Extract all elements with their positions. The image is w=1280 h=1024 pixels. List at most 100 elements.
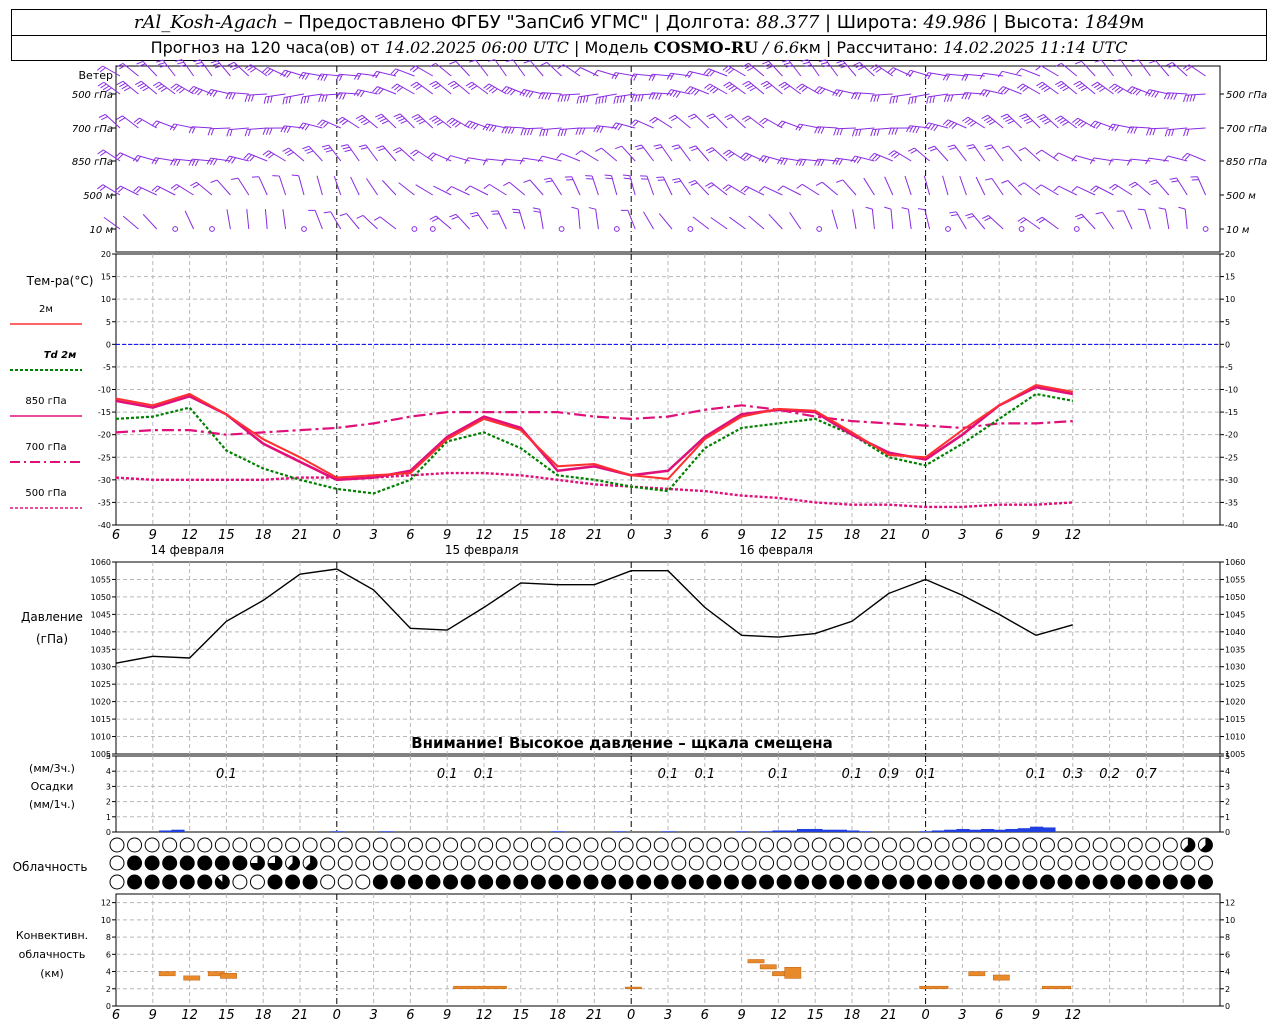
wind-barb-feather [469, 211, 477, 215]
wind-barb-feather [798, 85, 805, 91]
wind-barb [615, 72, 636, 77]
wind-barb [601, 147, 618, 162]
wind-barb-feather [178, 64, 186, 68]
temp-tick-label-right: 20 [1225, 250, 1235, 259]
wind-barb-feather [136, 60, 144, 65]
wind-barb-feather [1003, 88, 1010, 95]
wind-barb [237, 177, 250, 196]
wind-barb-feather [136, 187, 142, 194]
wind-barb-feather [341, 120, 349, 126]
wind-barb-feather [1035, 184, 1042, 190]
wind-barb-feather [96, 65, 103, 71]
cloud-symbol [1004, 837, 1020, 853]
wind-barb [523, 157, 544, 162]
wind-barb-feather [705, 182, 712, 187]
wind-barb-feather [119, 64, 126, 70]
wind-barb-feather [336, 116, 343, 122]
wind-barb-feather [1044, 120, 1051, 125]
wind-barb-feather [933, 125, 939, 132]
wind-barb-feather [1108, 158, 1113, 166]
wind-barb-feather [835, 158, 840, 165]
cloud-symbol-sector [305, 856, 318, 871]
cloud-symbol [1092, 837, 1108, 853]
wind-barb-feather [766, 65, 774, 70]
cloud-symbol [407, 855, 423, 871]
wind-barb-feather [224, 155, 230, 163]
cloud-symbol [899, 837, 915, 853]
precip-bar [956, 828, 970, 832]
wind-barb-feather [446, 117, 453, 123]
precip-3h-sum: 0.1 [474, 767, 495, 782]
wind-barb-feather [429, 62, 436, 68]
wind-barb [990, 144, 1004, 162]
wind-barb-feather [891, 151, 898, 157]
wind-barb-feather [1073, 80, 1081, 86]
wind-barb-feather [763, 82, 770, 88]
wind-barb-feather [519, 89, 525, 96]
wind-barb-feather [1075, 82, 1083, 88]
wind-barb-feather [979, 73, 984, 80]
wind-barb-feather [588, 207, 596, 210]
cloud-symbol [144, 874, 160, 890]
wind-barb [357, 72, 378, 77]
wind-barb [233, 61, 250, 77]
wind-barb [157, 185, 176, 196]
precip-bar [993, 829, 1007, 832]
wind-barb-feather [1074, 119, 1081, 125]
wind-barb [875, 64, 894, 77]
wind-barb-feather [229, 129, 233, 137]
precip-bar [931, 830, 946, 832]
wind-barb-feather [353, 73, 359, 80]
wind-barb [362, 215, 378, 230]
wind-barb-feather [513, 211, 521, 214]
wind-barb [1093, 157, 1114, 162]
cloud-symbol [443, 837, 459, 853]
wind-barb-feather [288, 96, 292, 104]
cloud-symbol [864, 837, 880, 853]
wind-barb-feather [528, 91, 534, 98]
cloud-symbol [864, 874, 880, 890]
wind-barb [967, 116, 986, 129]
wind-level-label-right: 500 гПа [1226, 90, 1267, 101]
wind-barb [471, 81, 489, 95]
wind-barb-feather [429, 115, 436, 120]
temp-tick-label-left: 20 [101, 250, 111, 259]
wind-barb-feather [725, 151, 732, 157]
wind-barb-feather [152, 81, 160, 87]
wind-barb [377, 86, 397, 95]
wind-barb-feather [519, 157, 524, 165]
wind-barb [529, 60, 544, 77]
precip-bar [846, 830, 860, 832]
wind-barb-feather [280, 125, 285, 133]
conv-hour-label: 6 [406, 1008, 414, 1023]
wind-barb-feather [636, 147, 644, 150]
wind-barb [633, 73, 654, 77]
wind-barb [434, 115, 452, 129]
conv-hour-label: 18 [549, 1008, 566, 1023]
temp-hour-label: 6 [406, 528, 414, 543]
wind-barb [711, 182, 728, 196]
wind-barb-feather [430, 153, 437, 160]
wind-barb [415, 184, 434, 196]
wind-barb [268, 150, 286, 162]
wind-barb-feather [247, 94, 251, 102]
temp-tick-label-right: 5 [1225, 318, 1230, 327]
wind-barb-feather [595, 97, 598, 105]
cloud-symbol [1110, 837, 1126, 853]
wind-barb-feather [744, 64, 752, 70]
wind-barb-feather [265, 127, 270, 135]
wind-barb [1112, 123, 1133, 129]
wind-barb-feather [99, 67, 106, 73]
wind-barb-feather [690, 182, 698, 186]
wind-barb [415, 65, 434, 77]
cloud-symbol [1127, 837, 1143, 853]
cloud-symbol [846, 874, 862, 890]
precip-bar [821, 829, 835, 832]
wind-barb-feather [206, 89, 212, 96]
wind-barb-feather [286, 71, 292, 78]
wind-barb-feather [722, 65, 729, 71]
wind-barb-feather [485, 124, 491, 131]
wind-barb-feather [283, 125, 288, 133]
wind-barb [695, 145, 710, 162]
wind-barb-feather [177, 61, 185, 65]
